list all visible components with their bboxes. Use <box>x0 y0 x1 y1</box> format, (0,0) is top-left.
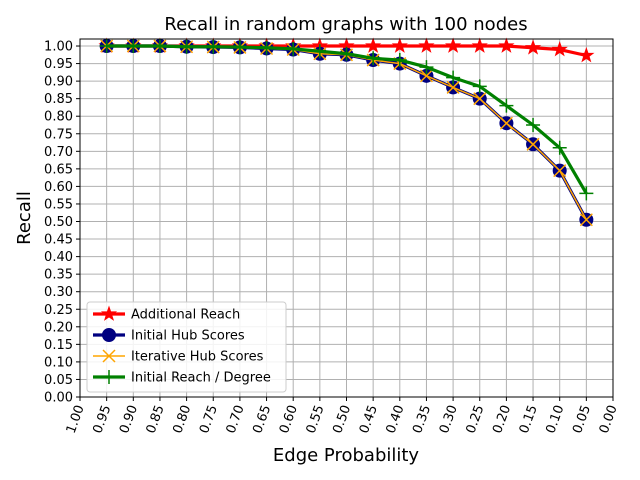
legend-label: Initial Reach / Degree <box>131 371 271 386</box>
series-3 <box>99 39 594 201</box>
x-tick-label: 0.50 <box>330 403 354 435</box>
data-point <box>339 46 354 61</box>
data-point <box>286 41 301 56</box>
x-tick-label: 0.35 <box>410 403 434 435</box>
x-tick-label: 0.80 <box>170 403 194 435</box>
data-point <box>471 37 488 53</box>
y-tick-label: 0.05 <box>44 373 73 388</box>
x-tick-label: 0.05 <box>570 403 594 435</box>
x-tick-label: 0.55 <box>304 403 328 435</box>
data-point <box>312 44 327 59</box>
x-tick-label: 0.15 <box>517 403 541 435</box>
x-tick-label: 0.85 <box>144 403 168 435</box>
data-point <box>499 98 514 113</box>
x-tick-label: 0.20 <box>490 403 514 435</box>
data-point <box>472 79 487 94</box>
y-tick-label: 0.00 <box>44 391 73 406</box>
chart-title: Recall in random graphs with 100 nodes <box>164 14 527 35</box>
x-tick-label: 0.45 <box>357 403 381 435</box>
x-tick-label: 0.25 <box>464 403 488 435</box>
data-point <box>578 46 595 63</box>
y-tick-label: 0.60 <box>44 180 73 195</box>
y-tick-label: 0.20 <box>44 320 73 335</box>
legend: Additional Reach Initial Hub Scores Iterat… <box>86 301 287 393</box>
y-tick-label: 0.35 <box>44 268 73 283</box>
data-point <box>418 37 435 53</box>
data-point <box>526 137 540 151</box>
data-point <box>392 53 407 68</box>
x-tick-label: 0.60 <box>277 403 301 435</box>
legend-marker <box>102 370 116 384</box>
data-point <box>579 213 593 227</box>
y-tick-label: 0.25 <box>44 303 73 318</box>
data-point <box>499 116 513 130</box>
legend-marker <box>102 349 116 363</box>
data-point <box>446 80 460 94</box>
x-tick-label: 1.00 <box>64 403 88 435</box>
data-point <box>444 37 462 53</box>
data-point <box>551 41 568 57</box>
y-tick-label: 0.40 <box>44 250 73 265</box>
x-tick-label: 0.70 <box>224 403 248 435</box>
data-point <box>259 40 274 55</box>
y-tick-label: 0.80 <box>44 110 73 125</box>
y-tick-label: 1.00 <box>44 40 73 55</box>
data-point <box>579 186 594 201</box>
data-point <box>206 39 221 54</box>
data-point <box>232 40 247 55</box>
data-point <box>126 39 141 54</box>
y-tick-label: 0.55 <box>44 197 73 212</box>
x-axis-label: Edge Probability <box>273 445 420 466</box>
series-layer <box>98 37 595 227</box>
y-tick-label: 0.70 <box>44 145 73 160</box>
data-point <box>99 39 114 54</box>
data-point <box>553 164 567 178</box>
y-tick-label: 0.50 <box>44 215 73 230</box>
legend-label: Initial Hub Scores <box>131 329 245 344</box>
y-tick-label: 0.85 <box>44 92 73 107</box>
grid <box>79 39 614 398</box>
x-tick-label: 0.40 <box>384 403 408 435</box>
legend-label: Iterative Hub Scores <box>131 350 264 365</box>
data-point <box>366 51 381 66</box>
data-point <box>391 37 408 53</box>
legend-label: Additional Reach <box>131 308 240 323</box>
data-point <box>365 37 382 53</box>
data-point <box>524 39 542 55</box>
x-tick-label: 0.95 <box>90 403 114 435</box>
data-point <box>179 39 194 54</box>
y-tick-label: 0.95 <box>44 57 73 72</box>
x-tick-label: 0.65 <box>250 403 274 435</box>
legend-marker <box>100 305 118 321</box>
y-tick-label: 0.30 <box>44 285 73 300</box>
data-point <box>419 60 434 75</box>
y-tick-label: 0.10 <box>44 355 73 370</box>
y-tick-label: 0.90 <box>44 75 73 90</box>
y-tick-label: 0.75 <box>44 127 73 142</box>
legend-box <box>86 301 287 393</box>
y-tick-label: 0.65 <box>44 162 73 177</box>
data-point <box>552 140 567 155</box>
data-point <box>152 39 167 54</box>
y-tick-label: 0.45 <box>44 233 73 248</box>
data-point <box>446 70 461 85</box>
x-tick-label: 0.90 <box>117 403 141 435</box>
x-tick-label: 0.10 <box>543 403 567 435</box>
y-axis-label: Recall <box>14 191 35 245</box>
y-tick-label: 0.15 <box>44 338 73 353</box>
x-tick-label: 0.00 <box>597 403 621 435</box>
data-point <box>526 117 541 132</box>
data-point <box>419 69 433 83</box>
data-point <box>498 37 515 53</box>
data-point <box>473 92 487 106</box>
x-tick-label: 0.75 <box>197 403 221 435</box>
legend-marker <box>102 328 116 342</box>
x-tick-label: 0.30 <box>437 403 461 435</box>
